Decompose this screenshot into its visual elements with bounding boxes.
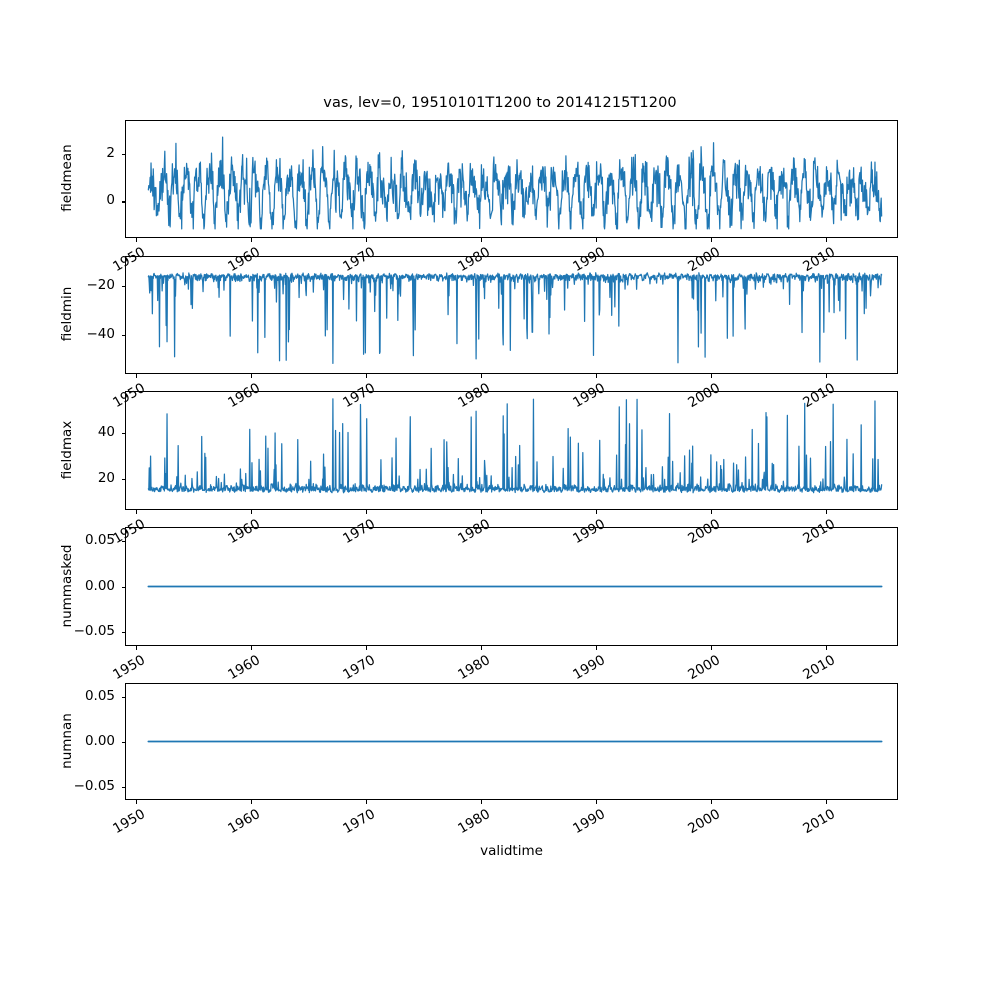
y-tick-mark (121, 154, 125, 156)
x-tick-mark (825, 646, 827, 650)
y-tick-mark (121, 285, 125, 287)
y-axis-label-nummasked: nummasked (59, 544, 75, 627)
plot-panel-fieldmin (125, 256, 898, 374)
x-tick-mark (595, 800, 597, 804)
y-tick-label: 0 (106, 192, 115, 209)
y-tick-mark (121, 696, 125, 698)
data-line-fieldmean (148, 137, 881, 229)
x-tick-mark (710, 374, 712, 378)
y-tick-label: 0.05 (84, 687, 115, 704)
y-tick-mark (121, 201, 125, 203)
x-tick-label: 1990 (569, 806, 608, 838)
x-tick-mark (250, 646, 252, 650)
x-tick-label: 2010 (799, 806, 838, 838)
x-tick-mark (480, 510, 482, 514)
x-tick-mark (710, 238, 712, 242)
x-tick-mark (710, 510, 712, 514)
x-tick-mark (135, 646, 138, 650)
x-tick-mark (595, 646, 597, 650)
x-tick-mark (365, 374, 367, 378)
x-tick-mark (250, 800, 252, 804)
x-tick-mark (250, 374, 252, 378)
x-tick-mark (710, 800, 712, 804)
y-tick-label: 40 (97, 423, 115, 440)
x-tick-mark (250, 510, 252, 514)
x-tick-label: 1970 (340, 806, 378, 838)
x-tick-mark (365, 800, 367, 804)
y-tick-label: −0.05 (73, 623, 115, 640)
data-line-fieldmin (148, 273, 881, 364)
x-tick-mark (480, 374, 482, 378)
x-axis-label: validtime (480, 843, 543, 859)
plot-panel-nummasked (125, 527, 898, 646)
y-axis-label-numnan: numnan (59, 712, 75, 769)
y-tick-mark (121, 786, 125, 788)
y-tick-label: 20 (97, 469, 115, 486)
x-tick-mark (365, 510, 367, 514)
plot-panel-numnan (125, 683, 898, 800)
x-tick-mark (825, 800, 827, 804)
y-tick-mark (121, 540, 125, 542)
x-tick-label: 1980 (454, 806, 493, 838)
y-tick-mark (121, 586, 125, 588)
x-tick-mark (595, 238, 597, 242)
x-tick-mark (135, 800, 138, 804)
x-tick-mark (365, 646, 367, 650)
x-tick-mark (595, 374, 597, 378)
x-tick-mark (595, 510, 597, 514)
x-tick-mark (135, 238, 138, 242)
y-tick-label: −0.05 (73, 777, 115, 794)
x-tick-mark (480, 800, 482, 804)
y-tick-label: 0.00 (84, 577, 115, 594)
x-tick-label: 1960 (225, 806, 263, 838)
x-tick-mark (825, 238, 827, 242)
y-tick-mark (121, 334, 125, 336)
y-tick-mark (121, 741, 125, 743)
plot-panel-fieldmean (125, 120, 898, 238)
x-tick-mark (365, 238, 367, 242)
y-tick-label: −20 (86, 276, 116, 293)
y-tick-mark (121, 432, 125, 434)
y-tick-mark (121, 632, 125, 634)
x-tick-mark (480, 646, 482, 650)
x-tick-mark (825, 374, 827, 378)
x-tick-mark (480, 238, 482, 242)
figure-title: vas, lev=0, 19510101T1200 to 20141215T12… (323, 95, 677, 111)
data-line-fieldmax (148, 399, 881, 493)
plot-panel-fieldmax (125, 391, 898, 510)
x-tick-mark (710, 646, 712, 650)
y-tick-label: 0.00 (84, 732, 115, 749)
y-tick-label: −40 (86, 325, 116, 342)
x-tick-label: 2000 (684, 806, 723, 838)
y-tick-label: 2 (106, 145, 115, 162)
y-tick-mark (121, 478, 125, 480)
y-tick-label: 0.05 (84, 531, 115, 548)
x-tick-mark (825, 510, 827, 514)
x-tick-mark (135, 510, 138, 514)
x-tick-mark (250, 238, 252, 242)
x-tick-mark (135, 374, 138, 378)
